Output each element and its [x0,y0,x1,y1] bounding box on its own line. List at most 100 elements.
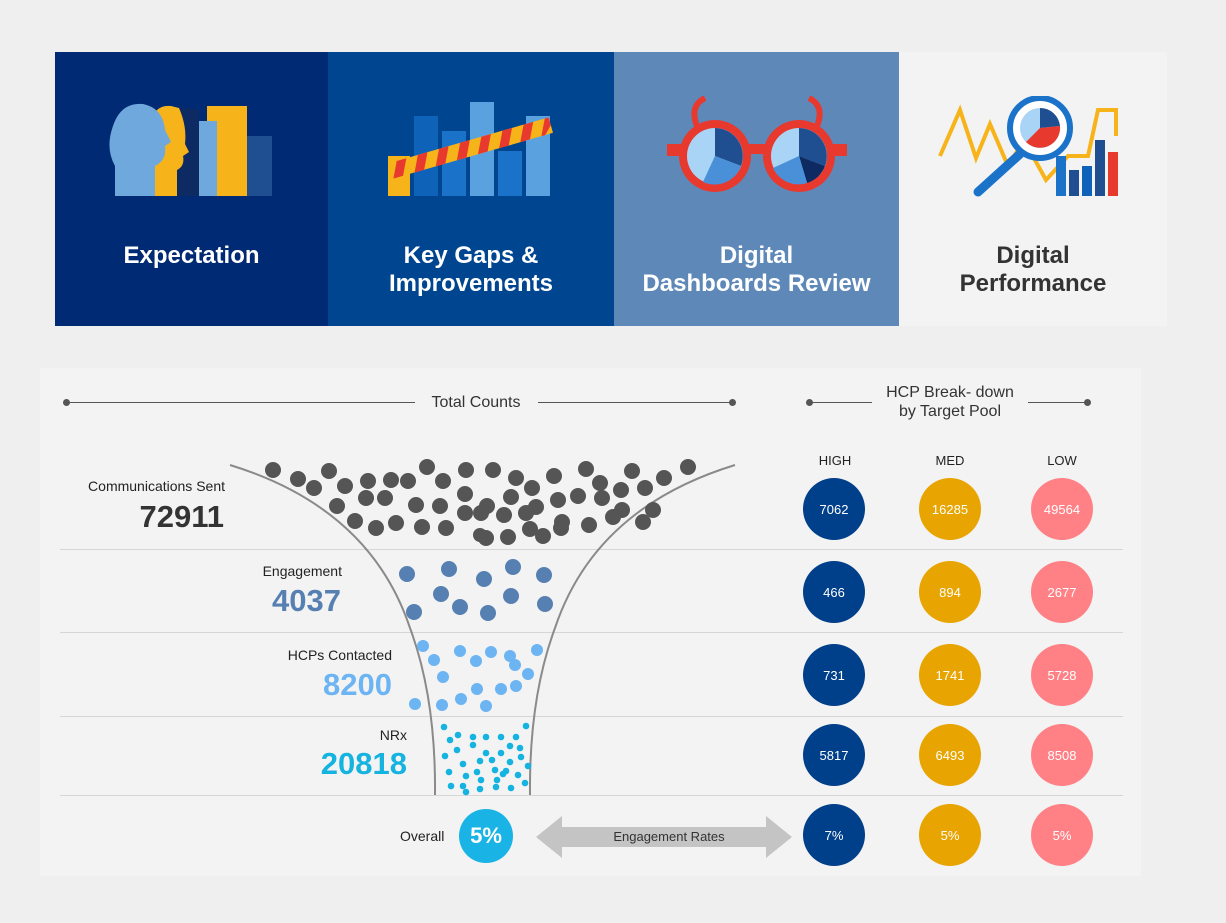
dot-communications [458,462,474,478]
dot-communications [645,502,661,518]
dot-hcps [480,700,492,712]
high-circle: 7% [803,804,865,866]
dot-nrx [512,733,520,741]
dot-communications [388,515,404,531]
tile-label: Expectation [123,242,260,269]
low-circle: 2677 [1031,561,1093,623]
dot-communications [522,521,538,537]
tile-digital-performance[interactable]: Digital Performance [899,52,1167,326]
dot-nrx [521,779,529,787]
dot-hcps [510,680,522,692]
dot-engagement [482,606,494,618]
row-value-hcps: 8200 [323,667,392,702]
col-head-high: HIGH [818,453,852,468]
row-separator [60,716,1123,717]
low-circle: 5% [1031,804,1093,866]
heading-line [538,402,733,403]
dot-nrx [473,768,481,776]
dot-communications [438,520,454,536]
heading-line [810,402,872,403]
dot-nrx [493,776,501,784]
dot-communications [457,505,473,521]
row-separator [60,632,1123,633]
funnel-right-edge [528,464,736,796]
line-end-dot [806,399,813,406]
row-label-engagement: Engagement [262,563,342,579]
dot-communications [594,490,610,506]
dot-hcps [455,693,467,705]
dot-nrx [462,772,470,780]
dot-engagement [503,588,519,604]
row-label-hcps: HCPs Contacted [287,647,392,663]
dot-engagement [399,566,415,582]
tile-expectation[interactable]: Expectation [55,52,328,326]
dot-communications [613,482,629,498]
dot-nrx [482,749,490,757]
overall-label: Overall [400,828,445,844]
row-value-communications: 72911 [139,499,225,534]
dot-hcps [409,698,421,710]
low-circle: 5728 [1031,644,1093,706]
dot-nrx [441,752,449,760]
dot-hcps [509,659,521,671]
dot-communications [553,520,569,536]
engagement-rates-label: Engagement Rates [613,829,725,844]
tile-digital-dashboards[interactable]: Digital Dashboards Review [614,52,899,326]
dot-communications [329,498,345,514]
tile-key-gaps[interactable]: Key Gaps & Improvements [328,52,614,326]
funnel-left-edge [229,464,437,796]
dot-nrx [506,758,514,766]
row-label-communications: Communications Sent [88,478,225,494]
category-tiles: Expectation Key Gaps & Improvements [55,52,1167,326]
dot-nrx [477,776,485,784]
dot-communications [535,528,551,544]
dot-nrx [514,771,522,779]
high-circle: 7062 [803,478,865,540]
high-circle: 466 [803,561,865,623]
double-arrow-icon [536,816,792,858]
dot-communications [306,480,322,496]
dot-nrx [453,746,461,754]
dot-communications [578,461,594,477]
dot-nrx [469,741,477,749]
line-end-dot [729,399,736,406]
dot-hcps [471,683,483,695]
row-separator [60,795,1123,796]
med-circle: 5% [919,804,981,866]
dot-communications [432,498,448,514]
dot-engagement [476,571,492,587]
dot-nrx [488,756,496,764]
dot-nrx [459,760,467,768]
dot-nrx [524,762,532,770]
row-value-engagement: 4037 [272,583,341,618]
line-end-dot [1084,399,1091,406]
dot-communications [592,475,608,491]
dot-hcps [495,683,507,695]
dot-nrx [459,782,467,790]
dot-communications [265,462,281,478]
dot-communications [624,463,640,479]
dot-nrx [497,733,505,741]
dot-communications [408,497,424,513]
med-circle: 16285 [919,478,981,540]
dot-hcps [531,644,543,656]
dot-communications [680,459,696,475]
dot-communications [518,505,534,521]
dot-communications [358,490,374,506]
dot-communications [347,513,363,529]
dot-communications [500,529,516,545]
dot-communications [485,462,501,478]
dot-nrx [462,788,470,796]
dot-communications [383,472,399,488]
line-end-dot [63,399,70,406]
dot-communications [503,489,519,505]
dot-nrx [517,753,525,761]
dot-communications [570,488,586,504]
funnel-graphic [229,459,736,796]
dot-nrx [446,736,454,744]
dot-nrx [507,784,515,792]
dot-engagement [433,586,449,602]
dot-nrx [476,785,484,793]
dot-nrx [447,782,455,790]
dot-engagement [406,604,422,620]
